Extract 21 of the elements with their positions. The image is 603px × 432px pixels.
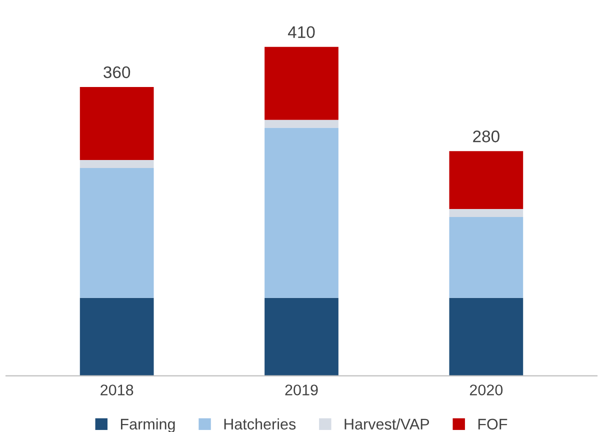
bar [449, 151, 524, 210]
legend-label: Harvest/VAP [344, 418, 430, 430]
bar [80, 160, 154, 168]
annotation: 360 [104, 66, 130, 78]
bar [264, 128, 338, 298]
annotation: 280 [473, 130, 500, 142]
x-tick-label: 2018 [100, 384, 134, 396]
x-tick-label: 2019 [285, 384, 318, 396]
x-tick-label: 2020 [470, 384, 503, 396]
annotation: 410 [288, 26, 315, 38]
bar [264, 120, 338, 128]
bar [449, 298, 524, 376]
bar [264, 46, 338, 120]
bar [80, 298, 154, 376]
bar [264, 298, 338, 376]
legend-label: Hatcheries [224, 418, 296, 430]
bar [449, 216, 524, 298]
bar [80, 168, 154, 298]
bar [449, 209, 524, 217]
bar [80, 87, 154, 160]
legend-label: FOF [478, 418, 508, 430]
